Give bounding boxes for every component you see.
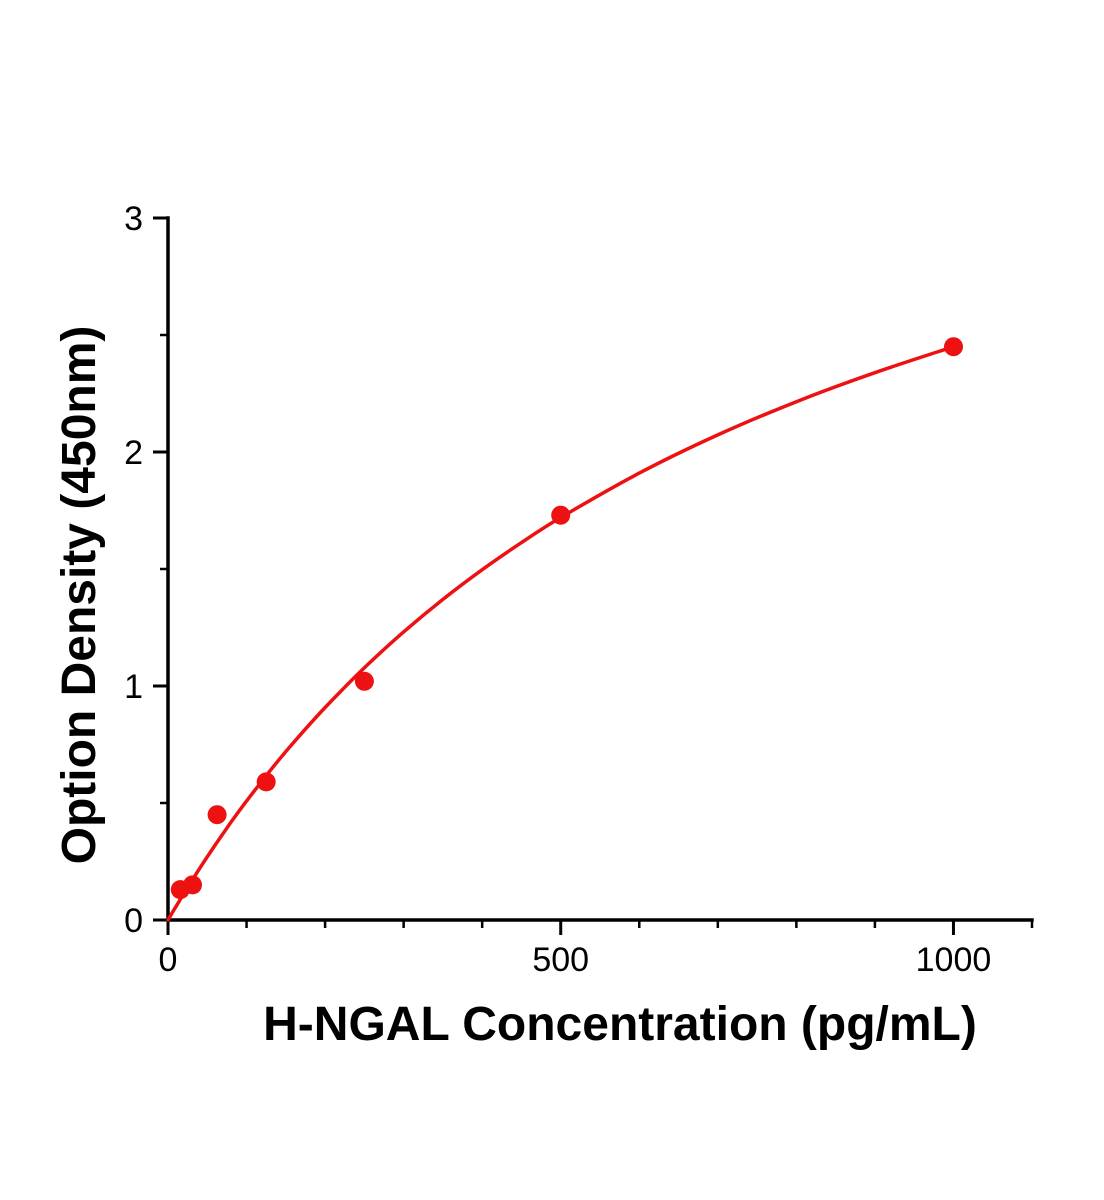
tick-labels: 0 500 1000 0 1 2 3: [124, 200, 991, 979]
y-tick-label: 0: [124, 902, 143, 940]
data-points: [170, 337, 963, 900]
fit-curve-line: [166, 344, 956, 922]
data-point: [944, 337, 963, 357]
data-point: [207, 805, 227, 825]
tick-marks: [153, 216, 1034, 935]
data-point: [354, 671, 374, 691]
axis-lines: [166, 216, 1034, 922]
x-tick-label: 0: [159, 941, 178, 979]
x-tick-label: 1000: [916, 941, 992, 979]
data-point: [551, 505, 571, 525]
y-axis-label: Option Density (450nm): [53, 326, 106, 865]
data-point: [256, 772, 276, 792]
y-tick-label: 1: [124, 668, 143, 706]
y-tick-label: 3: [124, 200, 143, 238]
y-tick-label: 2: [124, 434, 143, 472]
x-axis-label: H-NGAL Concentration (pg/mL): [263, 998, 977, 1051]
data-point: [183, 875, 202, 895]
axes: [166, 216, 1034, 922]
x-tick-label: 500: [532, 941, 589, 979]
